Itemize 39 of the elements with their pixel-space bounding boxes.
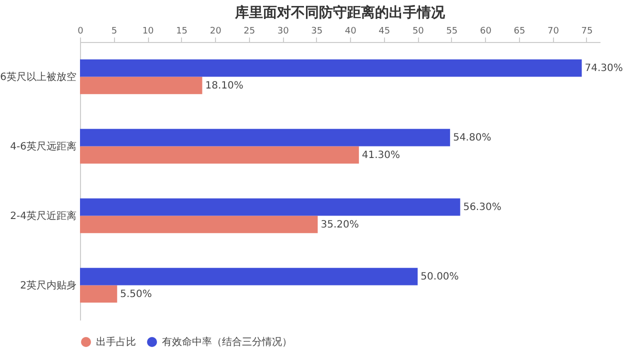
data-label: 5.50% [120,288,152,300]
bar [80,216,318,234]
data-label: 56.30% [463,202,502,214]
x-tick-label: 10 [142,26,154,36]
bar [80,146,359,164]
x-tick-label: 45 [378,26,390,36]
x-tick-label: 35 [311,26,323,36]
data-label: 74.30% [584,63,623,74]
bar [80,76,202,94]
x-tick-label: 40 [344,26,357,36]
data-label: 41.30% [362,150,400,161]
data-label: 35.20% [320,219,359,230]
bar [80,285,118,303]
x-tick-label: 55 [446,26,458,36]
x-tick-label: 5 [111,26,118,36]
y-tick-label: 2-4英尺近距离 [10,210,76,222]
y-tick-label: 6英尺以上被放空 [0,70,76,83]
bar [80,268,418,286]
x-tick-label: 70 [548,26,560,36]
x-tick-label: 60 [480,26,492,36]
x-tick-label: 30 [277,26,290,36]
x-tick-label: 25 [244,26,256,36]
data-label: 54.80% [453,132,492,144]
x-tick-label: 0 [78,26,84,36]
data-label: 18.10% [205,80,244,92]
data-label: 50.00% [420,272,459,283]
bar [80,198,460,216]
x-tick-label: 20 [210,26,222,36]
bar [80,128,450,146]
legend-label: 有效命中率（结合三分情况） [162,336,292,348]
legend-label: 出手占比 [96,336,136,348]
x-tick-label: 75 [581,26,593,36]
y-tick-label: 4-6英尺远距离 [10,140,76,152]
x-tick-label: 65 [514,26,526,36]
bar [80,59,582,77]
x-tick-label: 50 [412,26,424,36]
x-tick-label: 15 [176,26,188,36]
chart-title: 库里面对不同防守距离的出手情况 [234,4,446,21]
y-tick-label: 2英尺内贴身 [20,279,76,292]
